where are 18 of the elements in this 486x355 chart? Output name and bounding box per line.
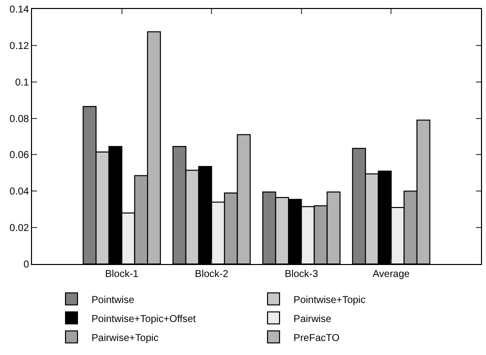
y-tick-label: 0.04 — [10, 186, 30, 198]
x-tick-label: Block-3 — [284, 269, 319, 280]
y-tick-label: 0.06 — [10, 150, 30, 162]
y-tick-label: 0.02 — [10, 223, 30, 234]
legend-label: Pointwise+Topic — [294, 294, 366, 306]
legend-label: Pairwise+Topic — [92, 332, 158, 344]
y-tick-label: 0.1 — [15, 77, 30, 88]
x-tick-label: Average — [372, 269, 410, 280]
y-tick-label: 0.08 — [10, 114, 30, 125]
legend-label: Pointwise+Topic+Offset — [92, 314, 196, 325]
x-tick-label: Block-2 — [194, 269, 229, 280]
x-tick-label: Block-1 — [105, 269, 139, 280]
legend-label: PreFacTO — [294, 332, 340, 344]
legend-label: Pointwise — [92, 294, 135, 306]
y-tick-label: 0.12 — [10, 40, 30, 52]
y-tick-label: 0.14 — [10, 4, 30, 16]
y-tick-label: 0 — [23, 260, 30, 270]
legend-label: Pairwise — [294, 314, 332, 325]
